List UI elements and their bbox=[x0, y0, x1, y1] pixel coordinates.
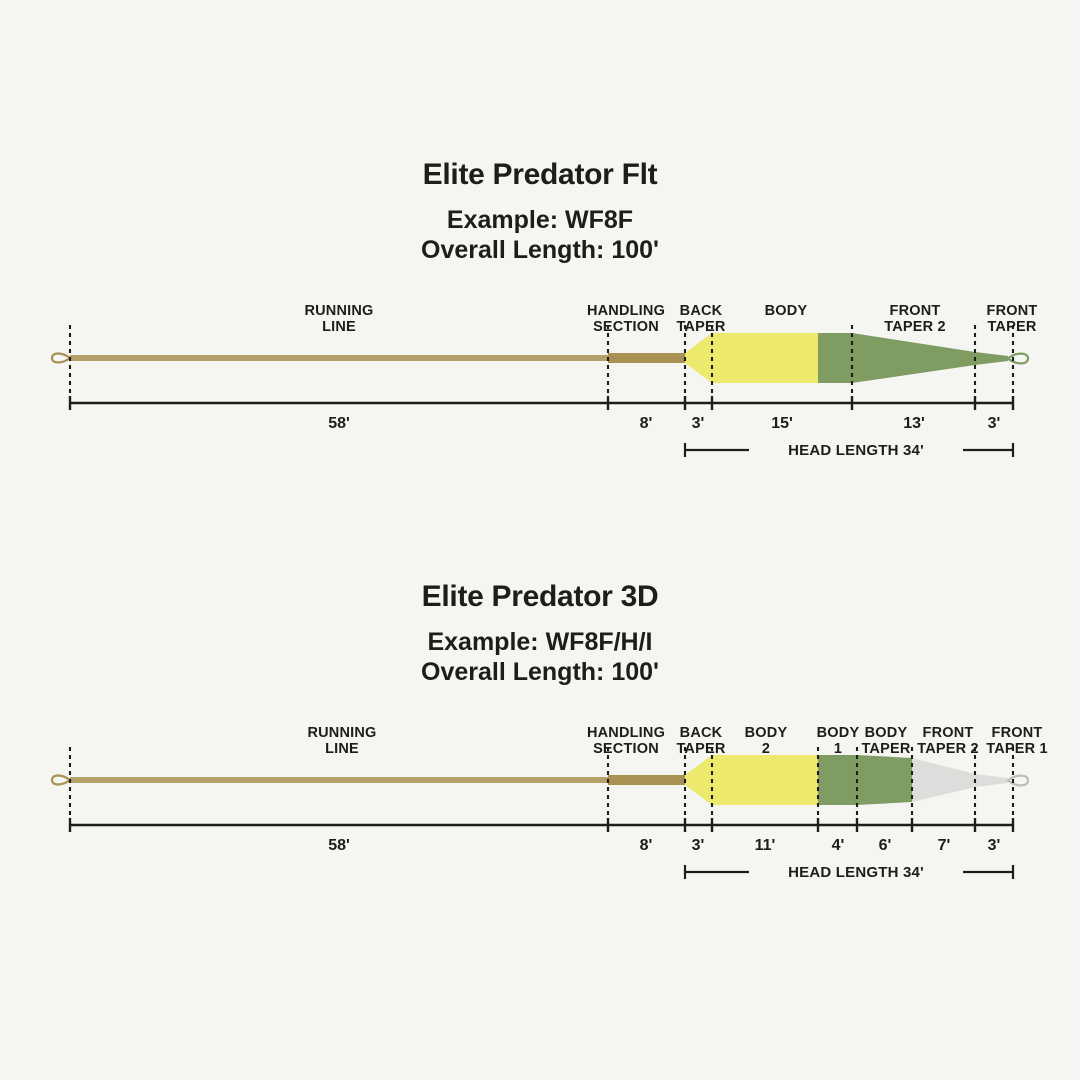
welded-loop-right-icon bbox=[1006, 774, 1030, 787]
dimension-front-taper-2: 7' bbox=[937, 837, 951, 854]
segment-label-body: BODY bbox=[764, 303, 808, 319]
boundary-ticks-bottom bbox=[68, 747, 1015, 817]
welded-loop-left-icon bbox=[50, 774, 72, 786]
line-profile-bottom bbox=[70, 755, 1008, 805]
dimension-back-taper: 3' bbox=[691, 415, 705, 432]
segment-label-body-2: BODY 2 bbox=[744, 725, 788, 758]
measure-axis-top bbox=[68, 396, 1015, 410]
segment-label-body-1: BODY 1 bbox=[816, 725, 860, 758]
segment-label-back-taper: BACK TAPER bbox=[676, 725, 726, 758]
dimension-body-taper: 6' bbox=[878, 837, 892, 854]
segment-label-front-taper-2: FRONT TAPER 2 bbox=[884, 303, 946, 336]
segment-label-handling-section: HANDLING SECTION bbox=[586, 725, 666, 758]
overall-length-bottom: Overall Length: 100' bbox=[421, 657, 659, 686]
taper-profile-svg-top bbox=[50, 325, 1030, 457]
page-title-bottom: Elite Predator 3D bbox=[421, 580, 659, 613]
head-length-label-top: HEAD LENGTH 34' bbox=[749, 442, 963, 459]
dimension-body-1: 4' bbox=[831, 837, 845, 854]
segment-label-body-taper: BODY TAPER bbox=[861, 725, 911, 758]
dimension-front-taper-1: 3' bbox=[987, 837, 1001, 854]
dimension-back-taper: 3' bbox=[691, 837, 705, 854]
dimension-running-line: 58' bbox=[328, 837, 350, 854]
taper-profile-svg-bottom bbox=[50, 747, 1030, 879]
example-line-bottom: Example: WF8F/H/I bbox=[427, 628, 653, 656]
dimension-body: 15' bbox=[771, 415, 793, 432]
dimension-handling-section: 8' bbox=[639, 415, 653, 432]
segment-label-front-taper-2: FRONT TAPER 2 bbox=[917, 725, 979, 758]
segment-label-running-line: RUNNING LINE bbox=[304, 303, 374, 336]
measure-axis-bottom bbox=[68, 818, 1015, 832]
segment-label-front-taper-1: FRONT TAPER 1 bbox=[986, 725, 1048, 758]
taper-diagram-bottom: RUNNING LINE HANDLING SECTION BACK TAPER… bbox=[0, 725, 1080, 925]
welded-loop-right-icon bbox=[1006, 352, 1030, 365]
welded-loop-left-icon bbox=[50, 352, 72, 364]
head-length-label-bottom: HEAD LENGTH 34' bbox=[749, 864, 963, 881]
title-block-top: Elite Predator Flt Example: WF8F Overall… bbox=[0, 0, 1080, 265]
dimension-body-2: 11' bbox=[754, 837, 776, 854]
dimension-front-taper-2: 13' bbox=[903, 415, 925, 432]
panel-elite-predator-3d: Elite Predator 3D Example: WF8F/H/I Over… bbox=[0, 422, 1080, 925]
segment-label-handling-section: HANDLING SECTION bbox=[586, 303, 666, 336]
panel-elite-predator-flt: Elite Predator Flt Example: WF8F Overall… bbox=[0, 0, 1080, 503]
page-title-top: Elite Predator Flt bbox=[422, 158, 658, 191]
segment-label-running-line: RUNNING LINE bbox=[307, 725, 377, 758]
segment-label-back-taper: BACK TAPER bbox=[676, 303, 726, 336]
title-block-bottom: Elite Predator 3D Example: WF8F/H/I Over… bbox=[0, 422, 1080, 687]
overall-length-top: Overall Length: 100' bbox=[421, 235, 659, 264]
boundary-ticks-top bbox=[68, 325, 1015, 395]
dimension-handling-section: 8' bbox=[639, 837, 653, 854]
taper-diagram-top: RUNNING LINE HANDLING SECTION BACK TAPER… bbox=[0, 303, 1080, 503]
line-profile-top bbox=[70, 333, 1008, 383]
segment-label-front-taper: FRONT TAPER bbox=[986, 303, 1038, 336]
example-line-top: Example: WF8F bbox=[446, 206, 634, 234]
dimension-running-line: 58' bbox=[328, 415, 350, 432]
dimension-front-taper: 3' bbox=[987, 415, 1001, 432]
